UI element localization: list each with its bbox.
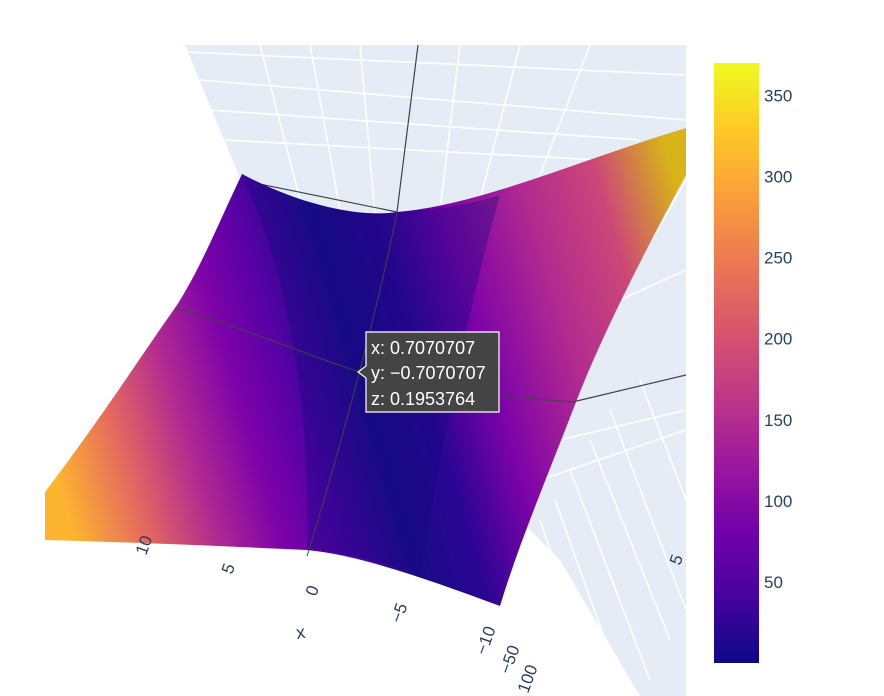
x-tick-label: 5 — [218, 561, 239, 576]
colorbar-ramp — [714, 63, 759, 663]
colorbar-ticks: 350 300 250 200 150 100 50 — [764, 86, 792, 591]
x-axis-title: x — [295, 622, 307, 643]
hover-label: x: 0.7070707 y: −0.7070707 z: 0.1953764 — [357, 331, 500, 413]
x-tick-label: −10 — [472, 624, 500, 658]
z-axis-ticks: −50 100 — [496, 643, 542, 696]
x-tick-label: −5 — [387, 601, 411, 626]
hover-z-value: z: 0.1953764 — [371, 389, 475, 409]
hover-y-value: y: −0.7070707 — [371, 363, 486, 383]
x-tick-label: 0 — [302, 583, 323, 598]
colorbar: 350 300 250 200 150 100 50 — [714, 63, 792, 663]
back-wall-grid — [184, 45, 686, 216]
axis-spines — [239, 45, 686, 406]
hover-label-box — [357, 331, 500, 413]
z-tick-label: 100 — [514, 662, 542, 695]
colorbar-tick-label: 250 — [764, 249, 792, 268]
colorbar-tick-label: 200 — [764, 330, 792, 349]
colorbar-tick-label: 50 — [764, 573, 783, 592]
colorbar-tick-label: 300 — [764, 168, 792, 187]
colorbar-tick-label: 100 — [764, 492, 792, 511]
right-wall-pane — [520, 110, 686, 696]
right-wall-grid — [539, 179, 686, 696]
colorbar-tick-label: 350 — [764, 86, 792, 105]
hover-x-value: x: 0.7070707 — [371, 338, 475, 358]
colorbar-tick-label: 150 — [764, 411, 792, 430]
